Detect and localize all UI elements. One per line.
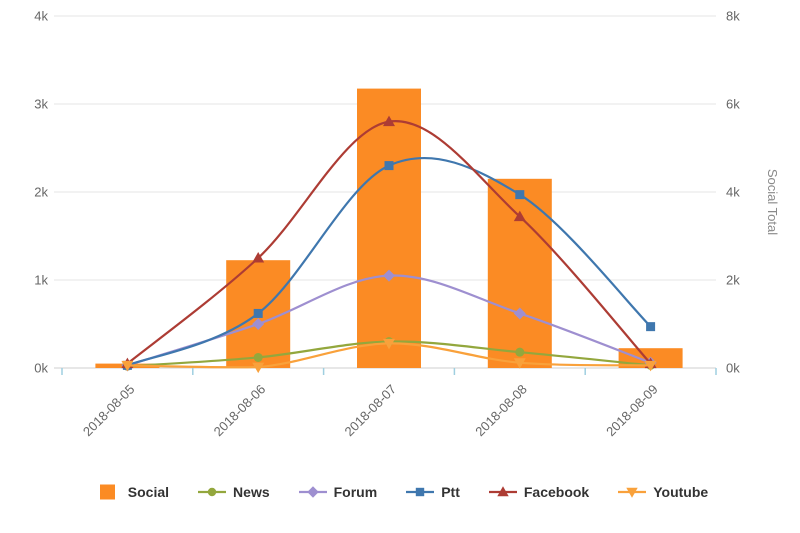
legend-label-social: Social (127, 484, 170, 500)
marker-ptt (253, 308, 263, 318)
legend-item-ptt[interactable]: Ptt (405, 484, 460, 500)
x-axis-category-label: 2018-08-05 (80, 382, 138, 440)
left-axis-tick-label: 1k (34, 273, 48, 288)
legend-item-facebook[interactable]: Facebook (488, 484, 589, 500)
marker-ptt (646, 322, 656, 332)
right-axis-title: Social Total (765, 169, 780, 235)
legend-label-youtube: Youtube (653, 484, 709, 500)
legend-item-forum[interactable]: Forum (298, 484, 378, 500)
marker-forum (513, 307, 526, 320)
marker-news (515, 347, 525, 357)
legend-label-news: News (233, 484, 270, 500)
x-axis-category-label: 2018-08-07 (341, 382, 399, 440)
marker-youtube (121, 360, 134, 372)
marker-forum (383, 269, 395, 282)
right-axis-tick-label: 2k (726, 273, 740, 288)
marker-facebook (252, 252, 265, 263)
left-axis-tick-label: 0k (34, 361, 48, 376)
forum-legend-marker-icon (298, 486, 327, 498)
left-axis-tick-label: 4k (34, 9, 48, 24)
legend-label-forum: Forum (333, 484, 378, 500)
marker-facebook (513, 210, 526, 222)
right-axis-tick-label: 4k (726, 185, 740, 200)
x-axis-category-label: 2018-08-09 (603, 382, 661, 440)
marker-youtube (644, 360, 657, 372)
marker-youtube (513, 358, 526, 369)
right-axis-tick-label: 0k (726, 361, 740, 376)
marker-ptt (515, 190, 525, 200)
marker-youtube (383, 338, 395, 350)
left-axis-tick-label: 2k (34, 185, 48, 200)
x-axis-category-label: 2018-08-06 (211, 382, 269, 440)
facebook-legend-marker-icon (488, 486, 517, 497)
youtube-legend-marker-icon (618, 487, 647, 498)
marker-forum (252, 318, 265, 330)
legend-label-ptt: Ptt (441, 484, 460, 500)
marker-ptt (384, 161, 394, 171)
legend-item-social[interactable]: Social (92, 484, 169, 500)
legend-item-youtube[interactable]: Youtube (617, 484, 708, 500)
social-legend-marker-icon (99, 484, 115, 500)
chart-legend: Social News Forum Ptt Facebook Youtube (0, 484, 800, 500)
marker-youtube (252, 362, 265, 374)
marker-news (253, 352, 263, 362)
x-axis-category-label: 2018-08-08 (472, 382, 530, 440)
bar-social (357, 88, 421, 368)
legend-item-news[interactable]: News (197, 484, 270, 500)
marker-facebook (383, 115, 395, 127)
chart-canvas: 0k 0k 1k 2k 2k 4k 3k 6k 4k 8k 2018-08-05 2018-08-06… (34, 9, 780, 440)
legend-label-facebook: Facebook (523, 484, 590, 500)
left-axis-tick-label: 3k (34, 97, 48, 112)
news-legend-marker-icon (198, 487, 227, 497)
right-axis-tick-label: 6k (726, 97, 740, 112)
ptt-legend-marker-icon (406, 487, 435, 497)
right-axis-tick-label: 8k (726, 9, 740, 24)
bar-social (487, 178, 552, 368)
